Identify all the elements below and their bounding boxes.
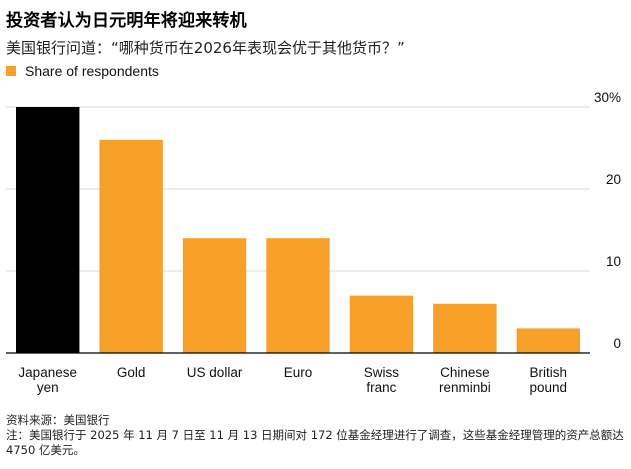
footer: 资料来源：美国银行 注：美国银行于 2025 年 11 月 7 日至 11 月 … — [6, 413, 626, 458]
legend: Share of respondents — [6, 63, 159, 79]
survey-note: 注：美国银行于 2025 年 11 月 7 日至 11 月 13 日期间对 17… — [6, 428, 624, 457]
x-tick-label: Gold — [117, 365, 146, 380]
bar — [349, 295, 414, 353]
bar — [182, 238, 247, 353]
y-tick-label: 20 — [606, 172, 621, 187]
x-tick-label: Euro — [284, 365, 313, 380]
x-tick-label: British pound — [530, 365, 568, 395]
y-tick-label: 10 — [606, 254, 621, 269]
bar — [516, 328, 580, 353]
bar — [99, 139, 163, 353]
y-tick-label: 0 — [613, 336, 621, 351]
legend-label: Share of respondents — [25, 63, 159, 79]
bar-chart: 0 10 20 30% Japanese yen Gold US dollar Euro Swis… — [6, 90, 621, 395]
x-tick-label: Chinese renminbi — [439, 365, 491, 395]
y-tick-label: 30% — [594, 90, 621, 105]
x-tick-label: Swiss franc — [364, 365, 400, 395]
source-note: 资料来源：美国银行 — [6, 413, 110, 427]
chart-title: 投资者认为日元明年将迎来转机 — [6, 11, 247, 31]
bar — [433, 303, 497, 353]
chart-subtitle: 美国银行问道：“哪种货币在2026年表现会优于其他货币？” — [6, 39, 405, 57]
legend-swatch — [6, 66, 16, 76]
x-tick-label: Japanese yen — [18, 365, 77, 395]
x-tick-label: US dollar — [187, 365, 243, 380]
bar — [266, 238, 330, 353]
bar — [16, 107, 80, 353]
